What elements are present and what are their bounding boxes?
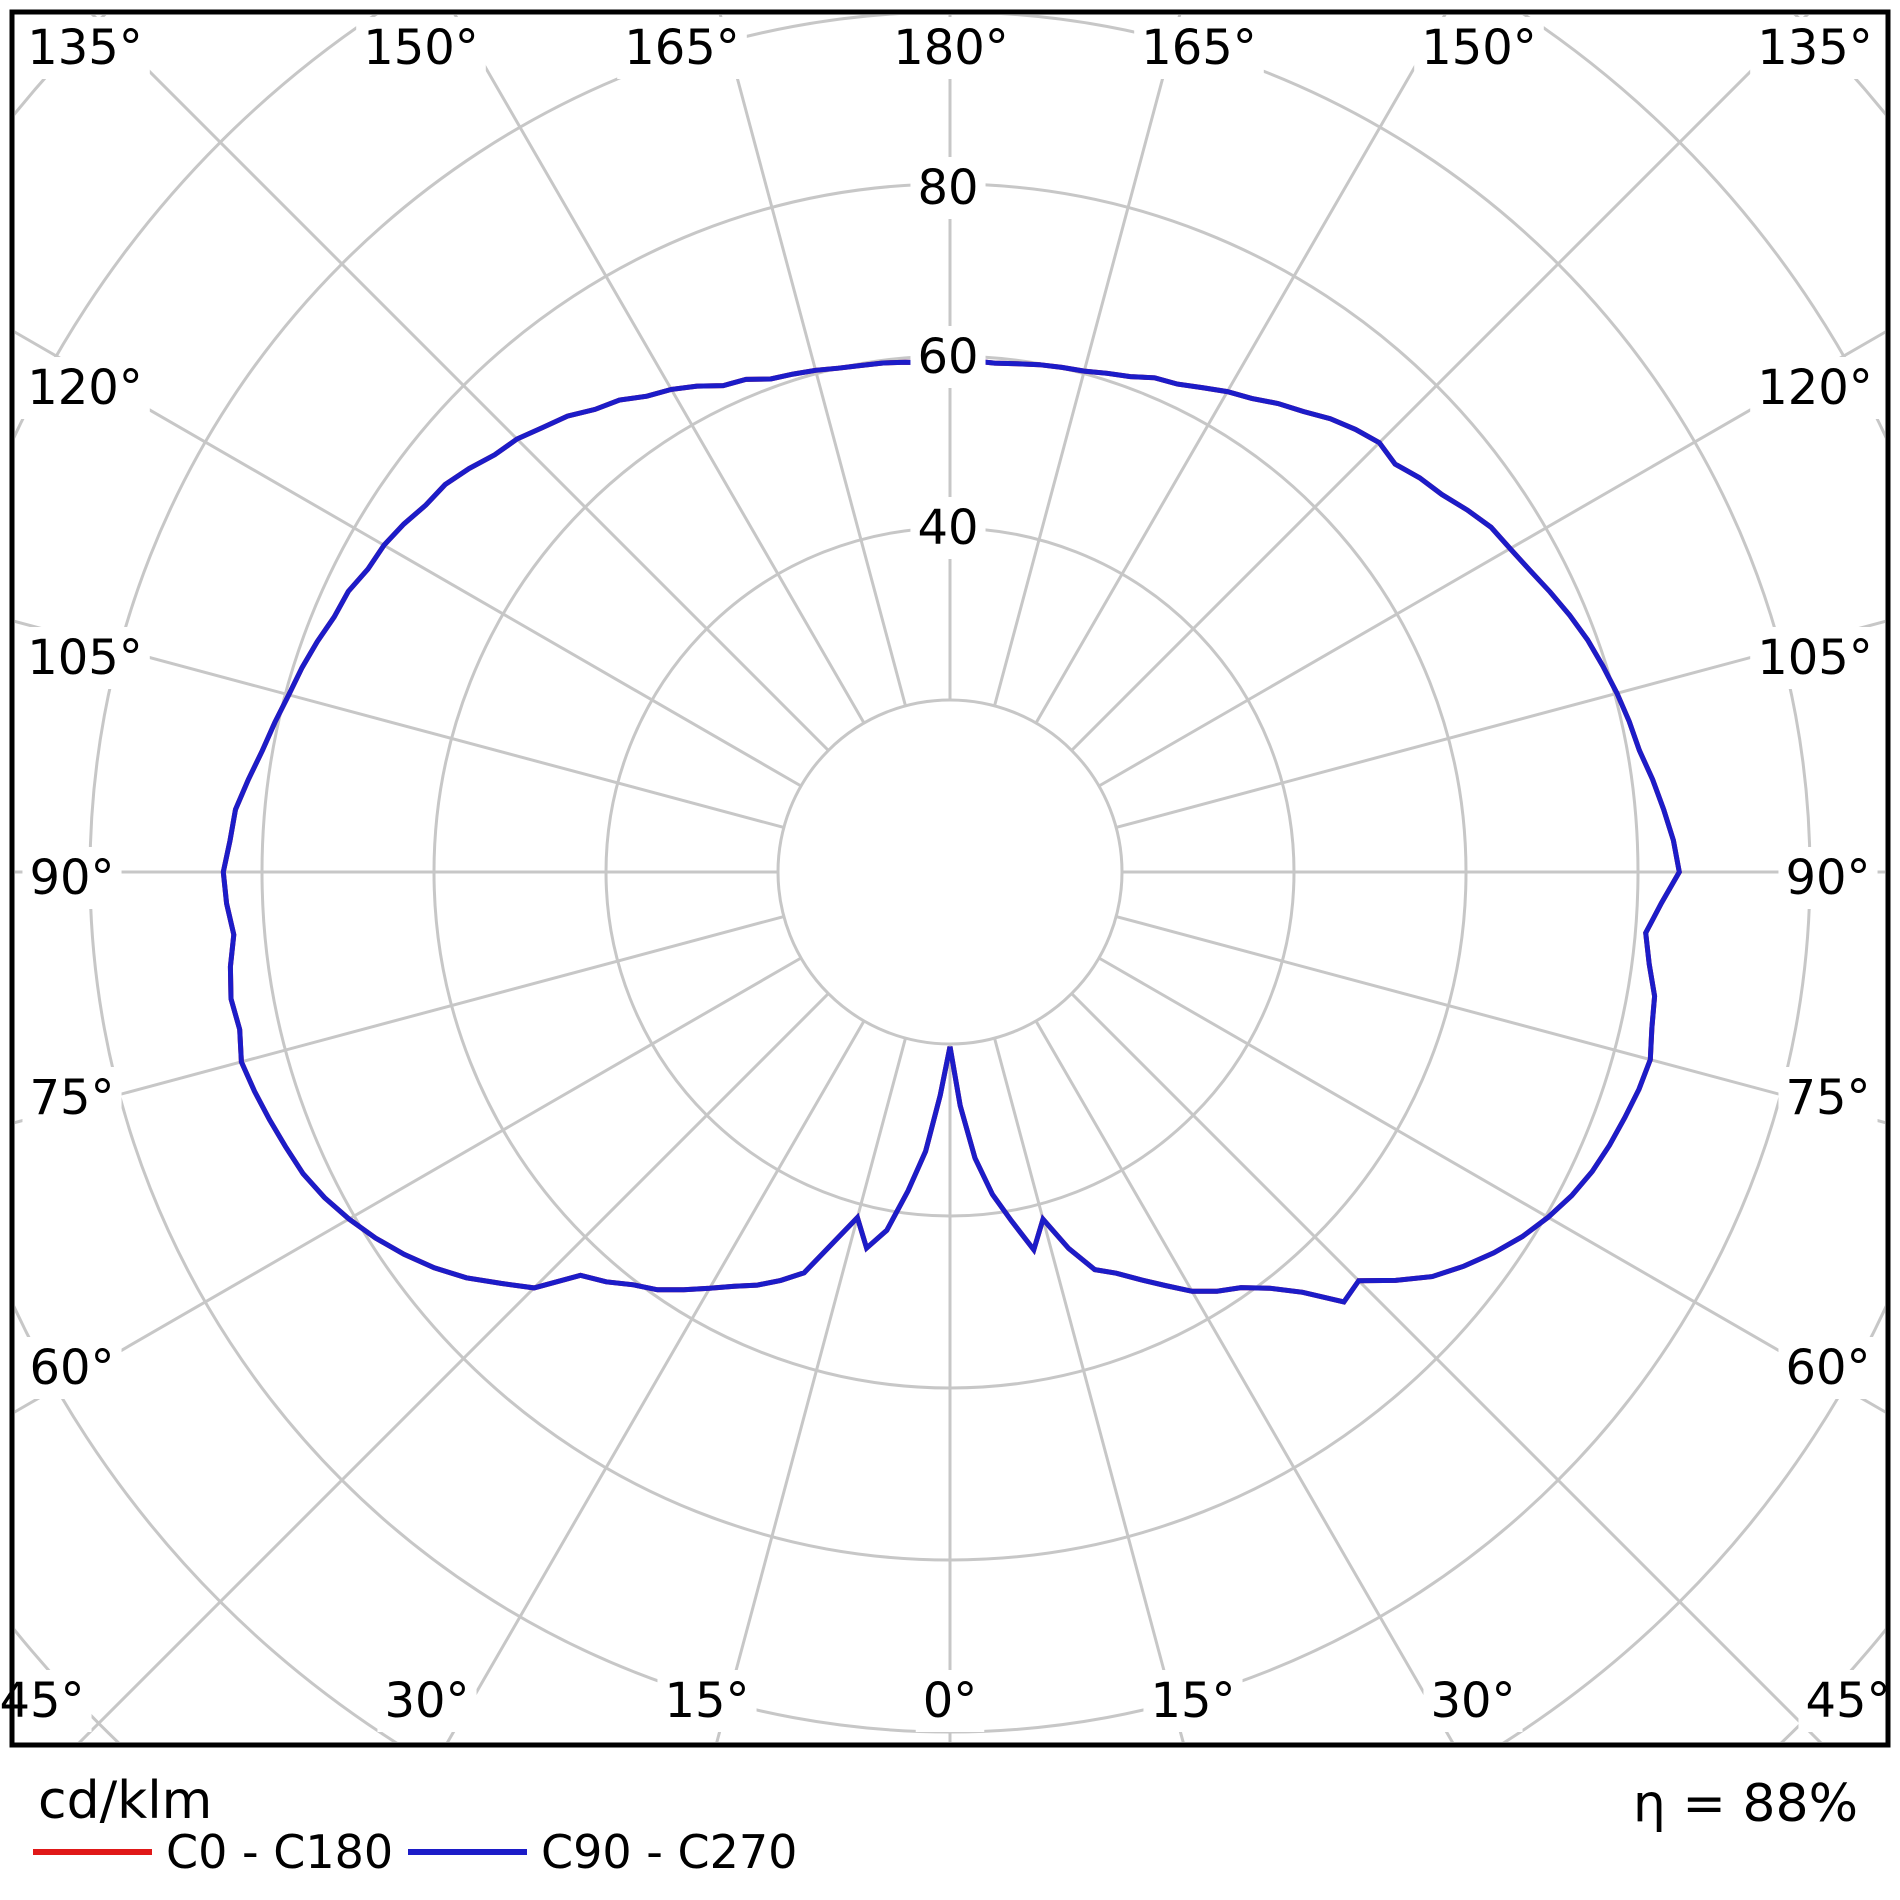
grid-ray-150 (1034, 15, 1447, 724)
angle-label-14-75deg-bg (1778, 1067, 1878, 1129)
angle-label-4-165deg-bg (1134, 17, 1264, 79)
angle-label-1-150deg-bg (356, 17, 486, 79)
grid-ray-60 (1098, 956, 1885, 1414)
grid-ray-240 (15, 330, 802, 788)
radial-label-80-bg (910, 157, 986, 219)
grid-ray-15 (993, 1037, 1185, 1742)
units-label: cd/klm (38, 1771, 212, 1831)
angle-label-15-60deg: 60° (29, 1340, 114, 1396)
angle-label-17-45deg-bg (0, 1670, 92, 1732)
angle-label-4-165deg: 165° (1141, 20, 1257, 76)
grid-ray-75 (1115, 915, 1885, 1125)
radial-label-60-bg (910, 326, 986, 388)
angle-label-8-120deg: 120° (1757, 360, 1873, 416)
radial-label-60: 60 (917, 329, 978, 385)
angle-label-8-120deg-bg (1750, 357, 1880, 419)
grid-ray-195 (718, 15, 907, 707)
angle-label-20-30deg-bg (1423, 1670, 1523, 1732)
grid-ray-45 (1070, 992, 1823, 1742)
grid-ray-225 (90, 15, 830, 752)
angle-label-7-120deg-bg (20, 357, 150, 419)
angle-label-9-105deg-bg (20, 627, 150, 689)
angle-label-18-45deg-bg (1798, 1670, 1898, 1732)
angle-label-21-15deg: 15° (664, 1673, 749, 1729)
angle-label-13-75deg-bg (22, 1067, 122, 1129)
angle-label-9-105deg: 105° (27, 630, 143, 686)
angle-label-21-15deg-bg (657, 1670, 757, 1732)
grid-ray-210 (453, 15, 866, 724)
legend-label-1: C90 - C270 (541, 1825, 797, 1879)
angle-label-20-30deg: 30° (1430, 1673, 1515, 1729)
angle-label-6-135deg: 135° (1757, 20, 1873, 76)
grid-ray-30 (1034, 1020, 1455, 1742)
angle-label-16-60deg-bg (1778, 1337, 1878, 1399)
angle-label-12-90deg: 90° (1785, 850, 1870, 906)
angle-label-11-90deg: 90° (29, 850, 114, 906)
angle-label-3-180deg: 180° (893, 20, 1009, 76)
angle-label-0-135deg: 135° (27, 20, 143, 76)
angle-label-19-30deg: 30° (384, 1673, 469, 1729)
angle-label-10-105deg-bg (1750, 627, 1880, 689)
angle-label-19-30deg-bg (377, 1670, 477, 1732)
angle-label-22-15deg-bg (1143, 1670, 1243, 1732)
angle-label-5-150deg-bg (1414, 17, 1544, 79)
grid-ray-120 (1098, 330, 1885, 788)
angle-label-2-165deg: 165° (624, 20, 740, 76)
legend-label-0: C0 - C180 (166, 1825, 393, 1879)
angle-label-14-75deg: 75° (1785, 1070, 1870, 1126)
angle-label-6-135deg-bg (1750, 17, 1880, 79)
angle-label-23-0deg: 0° (923, 1673, 978, 1729)
angle-label-13-75deg: 75° (29, 1070, 114, 1126)
plot-border (9, 9, 1891, 1748)
angle-label-1-150deg: 150° (363, 20, 479, 76)
angle-label-15-60deg-bg (22, 1337, 122, 1399)
angle-label-7-120deg: 120° (27, 360, 143, 416)
grid-ray-300 (15, 956, 802, 1414)
angle-label-16-60deg: 60° (1785, 1340, 1870, 1396)
efficiency-label: η = 88% (1633, 1774, 1858, 1834)
grid-ring-20 (776, 698, 1124, 1046)
radial-label-80: 80 (917, 160, 978, 216)
angle-label-18-45deg: 45° (1805, 1673, 1890, 1729)
grid-ray-285 (15, 915, 785, 1125)
angle-label-10-105deg: 105° (1757, 630, 1873, 686)
legend: C0 - C180 C90 - C270 (33, 1825, 797, 1879)
grid-ray-345 (715, 1037, 907, 1742)
radial-label-40: 40 (917, 500, 978, 556)
angle-label-3-180deg-bg (886, 17, 1016, 79)
angle-label-23-0deg-bg (915, 1670, 985, 1732)
grid-ray-135 (1070, 15, 1810, 752)
angle-label-12-90deg-bg (1778, 847, 1878, 909)
grid-ray-165 (993, 15, 1182, 707)
grid-ray-330 (445, 1020, 866, 1742)
angle-label-5-150deg: 150° (1421, 20, 1537, 76)
angle-label-22-15deg: 15° (1150, 1673, 1235, 1729)
angle-label-0-135deg-bg (20, 17, 150, 79)
angle-label-11-90deg-bg (22, 847, 122, 909)
grid-ray-315 (77, 992, 830, 1742)
radial-label-40-bg (910, 497, 986, 559)
angle-label-2-165deg-bg (617, 17, 747, 79)
